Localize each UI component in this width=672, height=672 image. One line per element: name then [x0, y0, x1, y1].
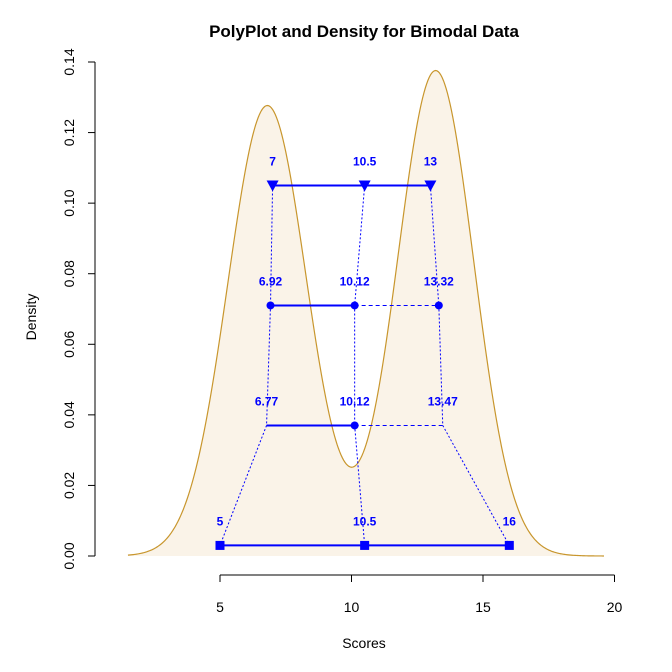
- point-label: 13.47: [428, 394, 458, 408]
- point-label: 10.12: [340, 274, 370, 288]
- y-tick-label: 0.00: [61, 542, 77, 569]
- square-marker: [360, 540, 370, 550]
- y-axis-label: Density: [23, 294, 39, 341]
- x-tick-label: 5: [216, 599, 224, 615]
- chart-title: PolyPlot and Density for Bimodal Data: [209, 22, 519, 41]
- point-label: 6.77: [255, 394, 279, 408]
- density-area: [127, 70, 604, 556]
- y-tick-label: 0.14: [61, 48, 77, 75]
- square-marker: [215, 540, 225, 550]
- y-tick-label: 0.04: [61, 401, 77, 428]
- circle-marker: [350, 301, 359, 310]
- connector-line: [354, 425, 366, 546]
- connector-line: [429, 185, 440, 306]
- point-label: 10.12: [340, 394, 370, 408]
- square-marker: [504, 540, 514, 550]
- connector-line: [354, 185, 366, 306]
- point-label: 5: [217, 514, 224, 528]
- density-curve: [127, 69, 604, 557]
- y-tick-label: 0.02: [61, 472, 77, 499]
- x-axis-label: Scores: [342, 635, 386, 651]
- point-label: 13.32: [424, 274, 454, 288]
- connector-line: [438, 305, 444, 426]
- point-label: 10.5: [353, 514, 377, 528]
- point-label: 7: [269, 155, 276, 169]
- y-tick-label: 0.10: [61, 189, 77, 216]
- point-label: 13: [424, 155, 438, 169]
- connector-line: [266, 305, 271, 426]
- plot-area: 7 10.5 13 6.92 10.12 13.32 6.77 10.12 13.47 5 10.5…: [127, 69, 604, 557]
- point-label: 16: [503, 514, 517, 528]
- point-label: 6.92: [259, 274, 283, 288]
- triangle-marker: [424, 180, 437, 192]
- x-tick-label: 15: [475, 599, 491, 615]
- connector-line: [219, 425, 268, 546]
- y-tick-label: 0.06: [61, 330, 77, 357]
- circle-marker: [350, 421, 359, 430]
- triangle-marker: [358, 180, 371, 192]
- x-tick-label: 10: [344, 599, 360, 615]
- x-tick-label: 20: [607, 599, 623, 615]
- circle-marker: [266, 301, 275, 310]
- connector-line: [442, 425, 510, 546]
- axes: 5 10 15 20 0.00 0.02 0.04 0.06 0.08 0.10 0.12 0.14: [61, 48, 622, 615]
- y-tick-label: 0.12: [61, 119, 77, 146]
- circle-marker: [434, 301, 443, 310]
- point-label: 10.5: [353, 155, 377, 169]
- y-tick-label: 0.08: [61, 260, 77, 287]
- triangle-marker: [266, 180, 279, 192]
